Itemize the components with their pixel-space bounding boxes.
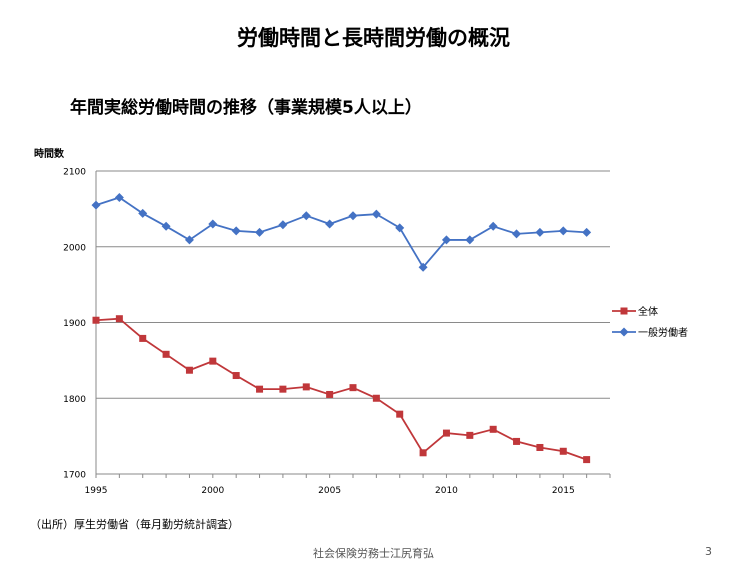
legend-marker: [619, 327, 629, 337]
series-line-2: [95, 196, 587, 269]
data-point: [184, 235, 194, 245]
data-point: [255, 227, 265, 237]
data-point: [465, 235, 475, 245]
data-point: [582, 227, 592, 237]
legend-label: 全体: [638, 305, 658, 318]
data-point: [231, 226, 241, 236]
series-line-1: [95, 317, 587, 461]
slide-title: 労働時間と長時間労働の概況: [237, 26, 510, 50]
data-point: [536, 443, 544, 451]
data-point: [419, 449, 427, 457]
data-point: [512, 229, 522, 239]
x-tick-label: 2000: [201, 486, 224, 496]
page-number: 3: [705, 545, 712, 558]
data-point: [326, 390, 334, 398]
y-tick-label: 1700: [63, 471, 86, 481]
series-group: [91, 193, 592, 464]
y-axis-label: 時間数: [34, 147, 65, 160]
data-point: [115, 315, 123, 323]
data-point: [209, 357, 217, 365]
data-point: [278, 220, 288, 230]
footer-author: 社会保険労務士江尻育弘: [313, 547, 434, 560]
data-point: [513, 437, 521, 445]
data-point: [139, 334, 147, 342]
x-tick-label: 2005: [318, 486, 341, 496]
data-point: [418, 262, 428, 272]
data-point: [162, 350, 170, 358]
x-tick-label: 2015: [552, 486, 575, 496]
y-tick-label: 1800: [63, 395, 86, 405]
y-tick-label: 2100: [63, 168, 86, 178]
data-point: [279, 385, 287, 393]
data-point: [488, 221, 498, 231]
chart-title: 年間実総労働時間の推移（事業規模5人以上）: [70, 98, 422, 118]
data-point: [583, 456, 591, 464]
data-point: [349, 384, 357, 392]
data-point: [371, 209, 381, 219]
data-point: [138, 208, 148, 218]
data-point: [489, 425, 497, 433]
data-point: [535, 227, 545, 237]
data-point: [325, 219, 335, 229]
x-tick-label: 2010: [435, 486, 458, 496]
data-point: [348, 211, 358, 221]
data-point: [442, 429, 450, 437]
x-tick-label: 1995: [85, 486, 108, 496]
data-point: [232, 372, 240, 380]
data-point: [161, 221, 171, 231]
data-point: [559, 447, 567, 455]
data-point: [185, 366, 193, 374]
data-point: [395, 223, 405, 233]
data-point: [91, 200, 101, 210]
y-tick-label: 2000: [63, 243, 86, 253]
axes: 1700 1800 1900 2000 2100 1995 2000 2005 2010 2015: [63, 168, 611, 496]
legend-marker: [620, 307, 628, 315]
data-point: [396, 410, 404, 418]
data-point: [372, 394, 380, 402]
data-point: [301, 211, 311, 221]
data-point: [256, 385, 264, 393]
y-tick-label: 1900: [63, 319, 86, 329]
data-point: [302, 383, 310, 391]
data-point: [208, 219, 218, 229]
data-point: [441, 235, 451, 245]
source-note: （出所）厚生労働省（毎月勤労統計調査）: [30, 518, 239, 531]
data-point: [92, 316, 100, 324]
data-point: [466, 431, 474, 439]
data-point: [114, 193, 124, 203]
legend-label: 一般労働者: [638, 326, 688, 339]
data-point: [558, 226, 568, 236]
